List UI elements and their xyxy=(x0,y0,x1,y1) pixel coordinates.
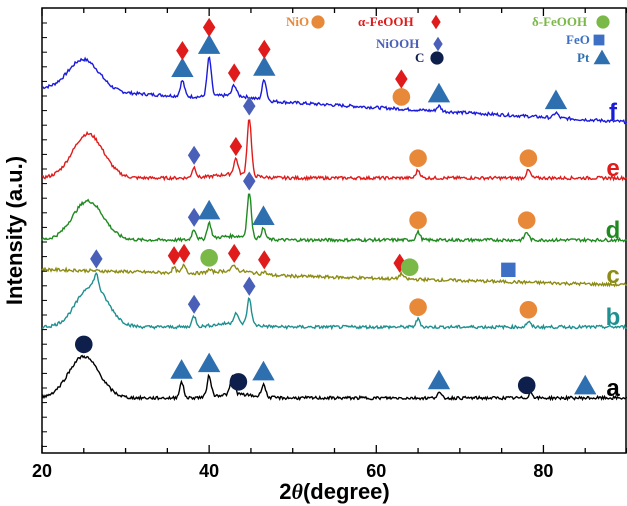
marker-feooh xyxy=(176,41,189,61)
marker-feooh xyxy=(177,243,191,263)
marker-pt xyxy=(170,359,193,379)
legend-label-feo: FeO xyxy=(566,32,590,47)
marker-niooh xyxy=(187,294,201,314)
marker-feooh xyxy=(258,39,271,59)
marker-feooh xyxy=(202,17,216,38)
plot-area: f e dcb a 20 40 60 80 xyxy=(32,7,627,481)
series-line-f xyxy=(41,56,627,125)
marker-nio xyxy=(519,301,538,319)
marker-c xyxy=(430,51,444,65)
marker-feooh xyxy=(227,63,241,83)
tick-layer: 20 40 60 80 xyxy=(32,8,627,481)
legend-label-feooh: δ-FeOOH xyxy=(532,14,587,29)
x-tick-label: 60 xyxy=(366,461,386,481)
marker-nio xyxy=(517,211,536,229)
x-tick-label: 20 xyxy=(32,461,52,481)
y-axis-title: Intensity (a.u.) xyxy=(2,156,27,305)
marker-niooh xyxy=(433,36,443,52)
marker-pt xyxy=(427,369,451,390)
marker-nio xyxy=(519,149,538,167)
x-axis-title: 2θ(degree) xyxy=(279,479,389,504)
marker-feo xyxy=(501,262,516,278)
series-line-c xyxy=(41,263,627,288)
marker-c xyxy=(229,373,248,391)
marker-pt xyxy=(544,89,568,110)
marker-niooh xyxy=(187,145,201,165)
marker-pt xyxy=(574,374,597,395)
marker-c xyxy=(517,376,536,395)
legend-label-niooh: NiOOH xyxy=(376,36,419,51)
marker-pt xyxy=(197,352,221,373)
plot-frame xyxy=(41,7,627,454)
marker-pt xyxy=(253,56,276,76)
marker-feooh xyxy=(167,246,181,266)
marker-niooh xyxy=(243,276,256,296)
marker-niooh xyxy=(187,207,201,227)
marker-pt xyxy=(252,205,275,226)
series-label-c: c xyxy=(606,262,619,289)
marker-feooh xyxy=(596,15,610,29)
marker-feooh xyxy=(400,258,419,277)
marker-nio xyxy=(409,149,427,167)
marker-feooh xyxy=(227,243,241,264)
marker-pt xyxy=(197,199,221,220)
marker-feooh xyxy=(393,253,406,273)
series-label-d: d xyxy=(606,217,621,244)
series-line-d xyxy=(41,193,627,244)
marker-feooh xyxy=(431,14,441,30)
marker-c xyxy=(74,335,93,354)
marker-nio xyxy=(392,88,411,106)
legend-label-c: C xyxy=(415,50,424,65)
x-tick-label: 80 xyxy=(533,461,553,481)
marker-pt xyxy=(427,82,451,103)
marker-nio xyxy=(311,15,325,29)
marker-pt xyxy=(171,57,194,78)
marker-pt xyxy=(593,49,611,65)
marker-pt xyxy=(197,34,221,54)
legend-label-pt: Pt xyxy=(577,50,590,65)
x-axis-title-unit: (degree) xyxy=(303,479,390,504)
series-label-e: e xyxy=(606,155,619,182)
marker-niooh xyxy=(243,96,256,116)
marker-feooh xyxy=(258,250,271,270)
series-line-e xyxy=(41,119,627,182)
marker-pt xyxy=(252,360,275,381)
series-line-a xyxy=(41,354,627,402)
x-axis-title-main: 2 xyxy=(279,479,291,504)
marker-layer xyxy=(74,17,597,395)
x-tick-label: 40 xyxy=(199,461,219,481)
marker-feooh xyxy=(229,136,243,157)
marker-feooh xyxy=(200,249,218,267)
marker-niooh xyxy=(243,171,256,191)
series-label-b: b xyxy=(606,304,621,331)
marker-niooh xyxy=(90,249,103,269)
series-line-b xyxy=(41,272,627,331)
series-label-a: a xyxy=(606,375,620,402)
series-layer: f e dcb a xyxy=(41,56,627,402)
marker-feo xyxy=(593,34,605,46)
x-axis-title-theta: θ xyxy=(292,479,304,504)
marker-nio xyxy=(409,298,427,317)
marker-nio xyxy=(409,211,427,229)
legend-label-nio: NiO xyxy=(286,14,309,29)
marker-feooh xyxy=(395,69,408,89)
legend-label-feooh: α-FeOOH xyxy=(358,14,414,29)
series-label-f: f xyxy=(609,99,618,126)
